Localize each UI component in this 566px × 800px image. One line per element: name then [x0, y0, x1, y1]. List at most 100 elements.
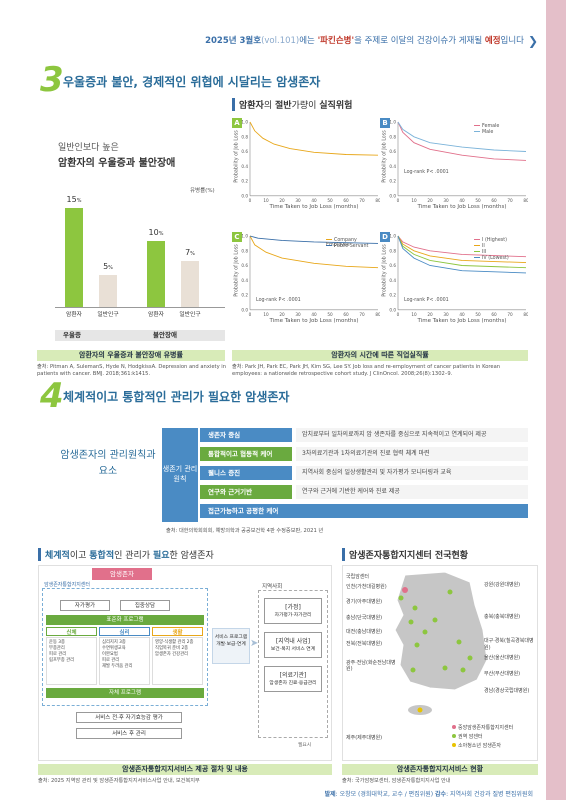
flow-caption: 암생존자통합지지서비스 제공 절차 및 내용: [38, 764, 332, 775]
bar-value-text: 5: [103, 261, 109, 271]
map-legend-text: 소아청소년 암생존자: [458, 743, 501, 749]
principle-desc-3: 연구와 근거에 기반한 케어와 진료 제공: [296, 485, 528, 499]
legend-text: I (Highest): [482, 238, 508, 243]
map-left-0[interactable]: 국립암센터: [346, 574, 370, 580]
right-source: 출처: Park JH, Park EC, Park JH, Kim SG, L…: [232, 364, 501, 377]
map-right-4[interactable]: 부산(부산대병원): [484, 671, 521, 677]
x-tick: 10: [411, 312, 417, 317]
legend-entry: III: [474, 250, 486, 255]
map-legend-text: 권역 암센터: [458, 734, 483, 740]
map-dot-gwangju[interactable]: [410, 667, 416, 673]
community-box-sub: 보건·복지 서비스 연계: [270, 647, 316, 652]
map-frame: [342, 565, 538, 761]
principle-2[interactable]: 웰니스 증진: [200, 466, 292, 480]
bar-chart: 15% 암환자 5% 일반인구 10% 암환자 7% 일반인구: [55, 195, 225, 318]
map-dot-chungbuk[interactable]: [432, 617, 438, 623]
principle-3[interactable]: 연구와 근거기반: [200, 485, 292, 499]
community-box-2: [의료기관] 암생존자 진료·응급관리: [264, 666, 322, 692]
map-left-1[interactable]: 인천(가천대길병원): [346, 584, 387, 590]
section-3-number: 3: [40, 60, 64, 100]
bar-value-3: 7%: [177, 248, 203, 257]
map-right-2[interactable]: 대구·경북(칠곡경북대병원): [484, 638, 534, 651]
bar-value-text: 15: [66, 195, 77, 204]
x-tick: 40: [311, 198, 317, 203]
program-items-0: 운동 3종 부종관리 피로 관리 림프부종 관리: [46, 637, 97, 685]
map-dot-chungnam[interactable]: [408, 619, 414, 625]
map-dot-daejeon[interactable]: [422, 629, 428, 635]
principle-4[interactable]: 접근가능하고 공평한 케어: [200, 504, 528, 518]
x-axis-label: Time Taken to Job Loss (months): [417, 318, 507, 324]
legend-entry: Public Servant: [326, 244, 368, 249]
bar-1: [99, 274, 117, 308]
map-dot-gyeonggi[interactable]: [412, 605, 418, 611]
map-caption: 암생존자통합지지서비스 현황: [342, 764, 538, 775]
legend-entry: II: [474, 244, 485, 249]
program-item: 피로 관리: [49, 652, 67, 657]
y-tick: 0.6: [241, 149, 248, 154]
x-tick: 0: [397, 312, 400, 317]
program-item: 이완요법: [102, 652, 118, 657]
map-left-2[interactable]: 경기(아주대병원): [346, 599, 383, 605]
x-tick: 60: [343, 198, 349, 203]
efficacy-eval-box: 서비스 전·후 자기효능감 평가: [76, 712, 182, 723]
map-right-3[interactable]: 울산(울산대병원): [484, 655, 521, 661]
map-legend-2: 소아청소년 암생존자: [452, 742, 501, 749]
bar-label-3: 일반인구: [179, 312, 201, 318]
community-box-heading: [의료기관]: [279, 672, 307, 679]
x-axis-label: Time Taken to Job Loss (months): [417, 204, 507, 210]
issue-header[interactable]: 2025년 3월호(vol.101)에는 '파킨슨병'을 주제로 이달의 건강이…: [205, 36, 524, 46]
map-right-1[interactable]: 충북(충북대병원): [484, 614, 521, 620]
map-dot-daegu[interactable]: [456, 639, 462, 645]
legend-text: Male: [482, 130, 494, 135]
map-left-3[interactable]: 충남(단국대병원): [346, 615, 383, 621]
program-item: 림프부종 관리: [49, 658, 75, 663]
map-left-6[interactable]: 광주·전남(화순전남대병원): [346, 660, 396, 672]
legend-entry: Male: [474, 130, 493, 135]
bar-value-2: 10%: [143, 228, 169, 237]
map-dot-national[interactable]: [402, 587, 408, 593]
map-right-0[interactable]: 강원(강원대병원): [484, 582, 521, 588]
bar-axis: [55, 307, 225, 308]
km-curve-B-1: [397, 121, 527, 152]
map-right-5[interactable]: 경남(경상국립대병원): [484, 688, 530, 694]
x-tick: 40: [459, 198, 465, 203]
y-tick: 0.2: [241, 293, 248, 298]
y-tick: 0.4: [389, 278, 396, 283]
program-item: 운동 3종: [49, 640, 65, 645]
map-dot-jeonbuk[interactable]: [414, 642, 420, 648]
flow-title: 체계적이고 통합적인 관리가 필요한 암생존자: [38, 548, 214, 561]
program-items-1: 심리지지 3종 수면위생교육 이완요법 피로 관리 재발 두려움 관리: [99, 637, 150, 685]
standard-program: 표준화 프로그램: [46, 615, 204, 625]
map-left-5[interactable]: 전북(전북대병원): [346, 641, 383, 647]
bar-0: [65, 208, 83, 308]
map-dot-busan[interactable]: [460, 667, 466, 673]
y-axis-label: Probability of Job Loss: [234, 244, 240, 297]
legend-text: Company Employee: [326, 238, 357, 248]
km-curve-B-0: [397, 121, 527, 161]
map-left-7[interactable]: 제주(제주대병원): [346, 735, 383, 741]
map-dot-gyeongnam[interactable]: [442, 665, 448, 671]
map-dot-gangwon[interactable]: [447, 589, 453, 595]
service-dev-box: 서비스 프로그램 개발·보급·연계: [212, 628, 250, 664]
y-tick: 1.0: [389, 234, 396, 239]
chevron-right-icon[interactable]: ❯: [528, 34, 539, 48]
x-tick: 50: [327, 312, 333, 317]
principle-1[interactable]: 통합적이고 협동적 케어: [200, 447, 292, 461]
post-service-box: 서비스 후 관리: [76, 728, 182, 739]
bar-value-1: 5%: [95, 262, 121, 271]
panel-label-D: D: [380, 232, 390, 242]
community-box-heading: [지역내 사업]: [275, 638, 311, 645]
map-legend-0: 중앙암생존자통합지지센터: [452, 724, 513, 731]
community-box-sub: 암생존자 진료·응급관리: [269, 681, 317, 686]
x-tick: 80: [523, 312, 528, 317]
map-left-4[interactable]: 대전(충남대병원): [346, 629, 383, 635]
map-dot-jeju[interactable]: [417, 707, 423, 713]
principle-0[interactable]: 생존자 중심: [200, 428, 292, 442]
map-dot-incheon[interactable]: [398, 595, 404, 601]
program-item: 부종관리: [49, 646, 65, 651]
community-box-heading: [가정]: [285, 604, 301, 611]
map-dot-ulsan[interactable]: [467, 655, 473, 661]
legend-text: III: [482, 250, 487, 255]
bar-label-0: 암환자: [66, 312, 82, 318]
x-tick: 70: [507, 198, 513, 203]
